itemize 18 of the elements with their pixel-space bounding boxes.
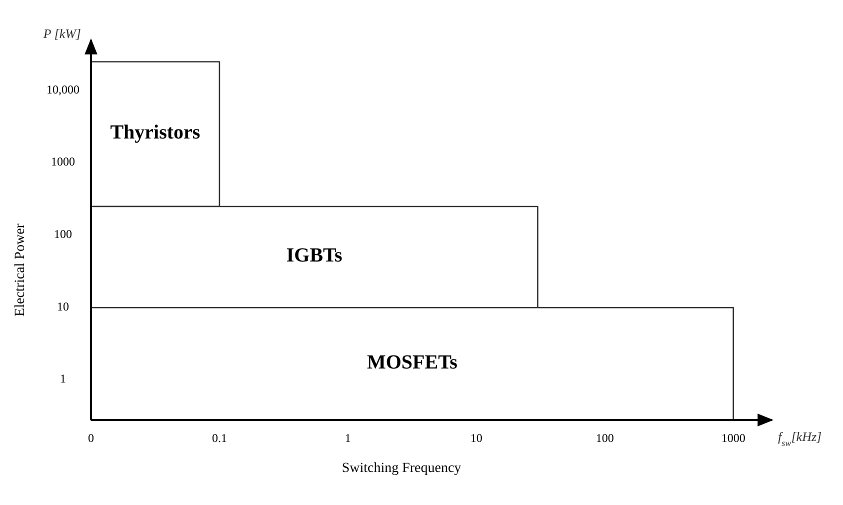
- text: f$_{sw}$[kHz]: [778, 429, 822, 448]
- y-tick-label: 10,000: [46, 82, 80, 96]
- y-tick-label: 100: [54, 227, 72, 242]
- text: P [kW]: [42, 26, 81, 41]
- x-tick-label: 1000: [721, 431, 746, 445]
- x-tick-label: 10: [470, 431, 482, 445]
- x-axis-title: Switching Frequency: [342, 461, 462, 476]
- x-tick-label: 1: [344, 431, 351, 445]
- y-tick-label: 10: [57, 299, 69, 314]
- x-tick-label: 100: [596, 431, 614, 445]
- y-tick-label: 1: [60, 372, 66, 386]
- y-tick-label: 1000: [51, 154, 75, 169]
- series-label: IGBTs: [286, 244, 343, 267]
- y-axis-title: Electrical Power: [13, 223, 28, 316]
- x-tick-label: 0: [88, 431, 94, 445]
- series-label: MOSFETs: [366, 351, 458, 374]
- series-label: Thyristors: [110, 122, 200, 144]
- x-tick-label: 0.1: [212, 431, 227, 445]
